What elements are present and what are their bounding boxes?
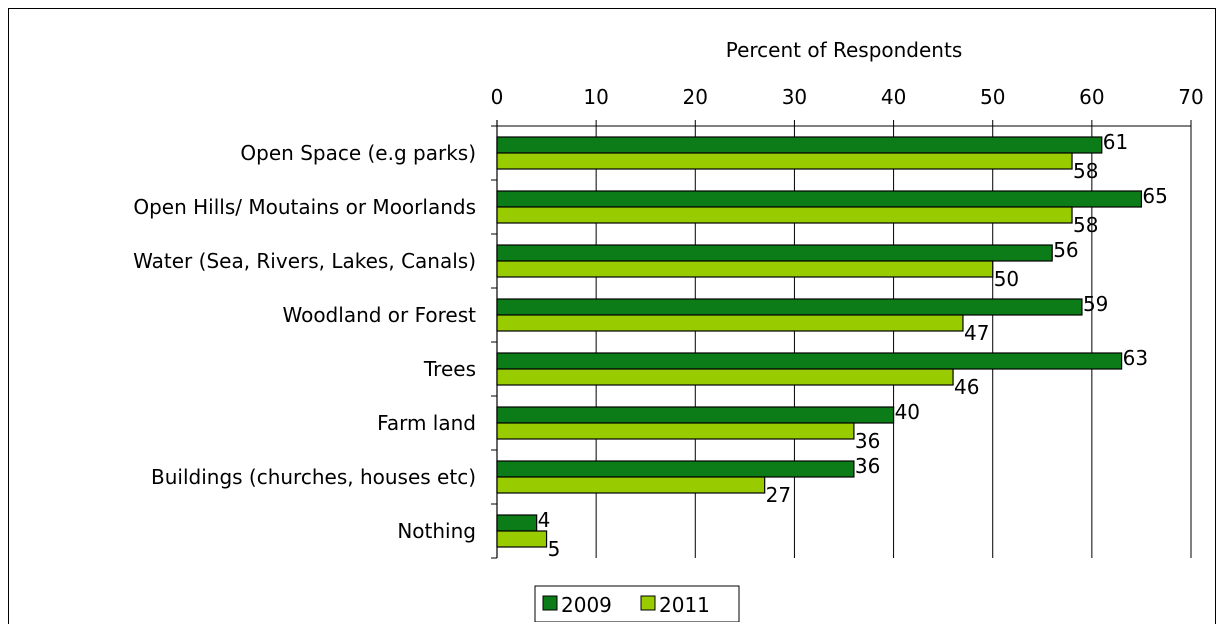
data-label-2011: 47 xyxy=(964,321,989,345)
category-label: Trees xyxy=(423,357,476,381)
x-tick-label: 60 xyxy=(1079,85,1104,109)
bar-2011 xyxy=(496,476,766,494)
bar-2009 xyxy=(496,136,1103,154)
x-tick-label: 10 xyxy=(583,85,608,109)
x-tick-label: 30 xyxy=(782,85,807,109)
x-tick-label: 20 xyxy=(683,85,708,109)
data-label-2011: 50 xyxy=(994,267,1019,291)
category-label: Open Space (e.g parks) xyxy=(240,141,476,165)
data-label-2009: 56 xyxy=(1053,238,1078,262)
x-tick-label: 0 xyxy=(491,85,504,109)
category-label: Farm land xyxy=(377,411,476,435)
category-label: Water (Sea, Rivers, Lakes, Canals) xyxy=(133,249,476,273)
bars xyxy=(496,136,1143,548)
legend-swatch-2009 xyxy=(542,595,558,611)
bar-2011 xyxy=(496,206,1073,224)
data-label-2009: 59 xyxy=(1083,292,1108,316)
legend-swatch-2011 xyxy=(640,595,656,611)
bar-2011 xyxy=(496,422,855,440)
category-label: Nothing xyxy=(397,519,476,543)
bar-2009 xyxy=(496,190,1143,208)
data-label-2011: 58 xyxy=(1073,159,1098,183)
data-label-2009: 36 xyxy=(855,454,880,478)
bar-2011 xyxy=(496,152,1073,170)
legend-box xyxy=(534,585,740,622)
bar-2011 xyxy=(496,368,954,386)
bar-2011 xyxy=(496,260,994,278)
data-label-2011: 58 xyxy=(1073,213,1098,237)
data-label-2011: 46 xyxy=(954,375,979,399)
legend-label-2009: 2009 xyxy=(561,593,612,617)
data-label-2011: 36 xyxy=(855,429,880,453)
category-label: Open Hills/ Moutains or Moorlands xyxy=(133,195,476,219)
data-label-2009: 65 xyxy=(1142,184,1167,208)
data-label-2009: 61 xyxy=(1103,130,1128,154)
bar-2009 xyxy=(496,406,895,424)
x-tick-label: 50 xyxy=(980,85,1005,109)
x-axis-title: Percent of Respondents xyxy=(726,38,963,62)
x-tick-label: 70 xyxy=(1178,85,1203,109)
data-label-2011: 27 xyxy=(766,483,791,507)
legend: 2009 2011 xyxy=(534,585,740,622)
data-label-2009: 4 xyxy=(538,508,551,532)
bar-2009 xyxy=(496,244,1053,262)
x-tick-label: 40 xyxy=(881,85,906,109)
data-label-2009: 40 xyxy=(895,400,920,424)
category-labels: Open Space (e.g parks) Open Hills/ Moutai… xyxy=(133,141,476,543)
legend-label-2011: 2011 xyxy=(659,593,710,617)
bar-2011 xyxy=(496,314,964,332)
bar-2009 xyxy=(496,352,1123,370)
bar-2009 xyxy=(496,460,855,478)
bar-2009 xyxy=(496,514,538,532)
data-label-2011: 5 xyxy=(548,537,561,561)
category-label: Woodland or Forest xyxy=(282,303,476,327)
bar-2009 xyxy=(496,298,1083,316)
data-label-2009: 63 xyxy=(1123,346,1148,370)
bar-2011 xyxy=(496,530,548,548)
category-label: Buildings (churches, houses etc) xyxy=(151,465,476,489)
x-axis-ticks: 0 10 20 30 40 50 60 70 xyxy=(491,85,1204,109)
